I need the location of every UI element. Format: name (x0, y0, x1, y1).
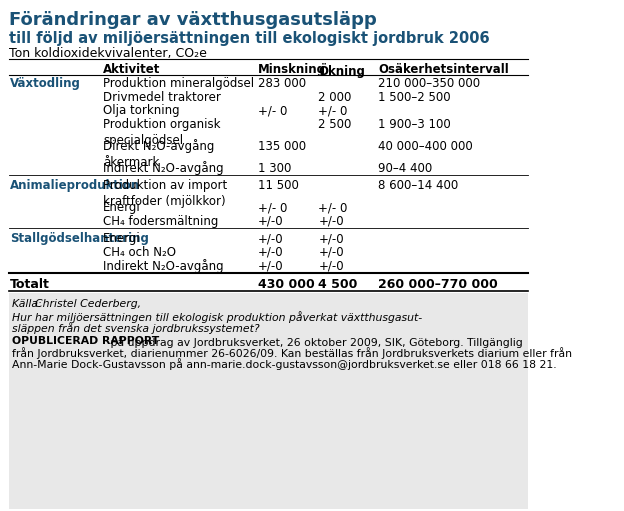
Text: Totalt: Totalt (11, 277, 50, 290)
Bar (9, 293, 528, 509)
Text: CH₄ fodersmältning: CH₄ fodersmältning (103, 215, 218, 227)
Text: +/- 0: +/- 0 (258, 201, 288, 214)
Text: Indirekt N₂O-avgång: Indirekt N₂O-avgång (103, 161, 224, 175)
Text: Stallgödselhantering: Stallgödselhantering (11, 232, 149, 245)
Text: 1 500–2 500: 1 500–2 500 (379, 90, 451, 104)
Text: 8 600–14 400: 8 600–14 400 (379, 179, 459, 192)
Text: Hur har miljöersättningen till ekologisk produktion påverkat växtthusgasut-: Hur har miljöersättningen till ekologisk… (12, 311, 422, 323)
Text: 2 000: 2 000 (318, 90, 352, 104)
Text: +/-0: +/-0 (258, 245, 284, 259)
Text: Minskning: Minskning (258, 63, 326, 76)
Text: Olja torkning: Olja torkning (103, 104, 180, 117)
Text: +/- 0: +/- 0 (318, 201, 348, 214)
Text: 260 000–770 000: 260 000–770 000 (379, 277, 498, 290)
Text: 40 000–400 000: 40 000–400 000 (379, 140, 473, 152)
Text: Energi: Energi (103, 201, 141, 214)
Text: Osäkerhetsintervall: Osäkerhetsintervall (379, 63, 509, 76)
Text: Indirekt N₂O-avgång: Indirekt N₂O-avgång (103, 259, 224, 273)
Text: Produktion av import
kraftfoder (mjölkkor): Produktion av import kraftfoder (mjölkko… (103, 179, 228, 208)
Text: från Jordbruksverket, diarienummer 26-6026/09. Kan beställas från Jordbruksverke: från Jordbruksverket, diarienummer 26-60… (12, 347, 572, 359)
Text: +/-0: +/-0 (258, 259, 284, 272)
Text: 135 000: 135 000 (258, 140, 306, 152)
Text: släppen från det svenska jordbrukssystemet?: släppen från det svenska jordbrukssystem… (12, 322, 260, 334)
Text: 90–4 400: 90–4 400 (379, 161, 432, 174)
Text: Källa:: Källa: (12, 299, 45, 309)
Text: Ton koldioxidekvivalenter, CO₂e: Ton koldioxidekvivalenter, CO₂e (9, 47, 207, 60)
Text: Drivmedel traktorer: Drivmedel traktorer (103, 90, 221, 104)
Text: 1 300: 1 300 (258, 161, 291, 174)
Text: 283 000: 283 000 (258, 77, 306, 90)
Text: Ökning: Ökning (318, 63, 365, 78)
Text: OPUBLICERAD RAPPORT: OPUBLICERAD RAPPORT (12, 336, 159, 346)
Text: 2 500: 2 500 (318, 118, 352, 130)
Text: Direkt N₂O-avgång
åkermark: Direkt N₂O-avgång åkermark (103, 140, 215, 170)
Text: 11 500: 11 500 (258, 179, 299, 192)
Text: Produktion organisk
specialgödsel: Produktion organisk specialgödsel (103, 118, 221, 147)
Text: +/-0: +/-0 (318, 215, 344, 227)
Text: 4 500: 4 500 (318, 277, 358, 290)
Text: +/-0: +/-0 (258, 232, 284, 245)
Text: Produktion mineralgödsel: Produktion mineralgödsel (103, 77, 255, 90)
Text: +/-0: +/-0 (318, 245, 344, 259)
Text: CH₄ och N₂O: CH₄ och N₂O (103, 245, 176, 259)
Text: +/-0: +/-0 (318, 259, 344, 272)
Text: Aktivitet: Aktivitet (103, 63, 160, 76)
Text: Växtodling: Växtodling (11, 77, 81, 90)
Text: +/- 0: +/- 0 (318, 104, 348, 117)
Text: Ann-Marie Dock-Gustavsson på ann-marie.dock-gustavsson@jordbruksverket.se eller : Ann-Marie Dock-Gustavsson på ann-marie.d… (12, 358, 557, 370)
Text: +/- 0: +/- 0 (258, 104, 288, 117)
Text: +/-0: +/-0 (318, 232, 344, 245)
Text: 210 000–350 000: 210 000–350 000 (379, 77, 480, 90)
Text: +/-0: +/-0 (258, 215, 284, 227)
Text: på uppdrag av Jordbruksverket, 26 oktober 2009, SIK, Göteborg. Tillgänglig: på uppdrag av Jordbruksverket, 26 oktobe… (107, 336, 522, 348)
Text: Förändringar av växtthusgasutsläpp: Förändringar av växtthusgasutsläpp (9, 11, 376, 29)
Text: 430 000: 430 000 (258, 277, 314, 290)
Text: 1 900–3 100: 1 900–3 100 (379, 118, 451, 130)
Text: till följd av miljöersättningen till ekologiskt jordbruk 2006: till följd av miljöersättningen till eko… (9, 31, 489, 46)
Text: Animalieproduktion: Animalieproduktion (11, 179, 140, 192)
Text: Christel Cederberg,: Christel Cederberg, (36, 299, 145, 309)
Text: Energi: Energi (103, 232, 141, 245)
